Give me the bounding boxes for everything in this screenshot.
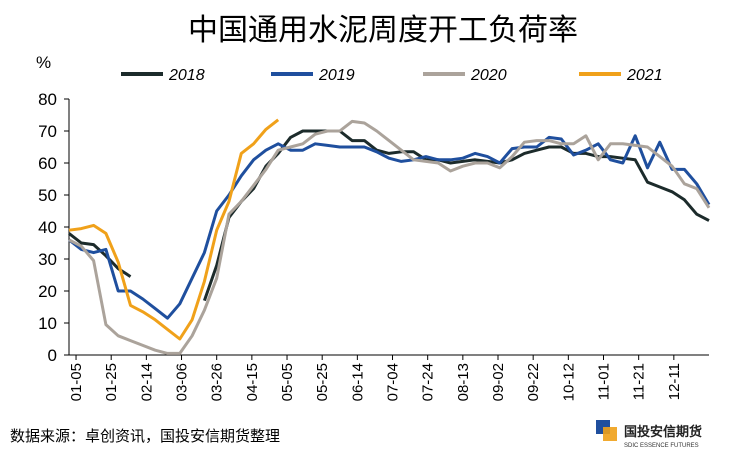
series-2020 — [68, 119, 711, 355]
x-tick-label: 05-25 — [314, 363, 331, 401]
y-tick-label: 0 — [48, 346, 57, 365]
x-tick-label: 09-02 — [490, 363, 507, 401]
legend-label-2021: 2021 — [626, 67, 663, 84]
x-tick-label: 01-25 — [103, 363, 120, 401]
series-2021 — [68, 118, 280, 341]
x-tick-label: 12-11 — [666, 363, 683, 400]
x-tick-label: 11-01 — [596, 363, 613, 400]
series-2019 — [68, 134, 711, 320]
x-tick-label: 07-04 — [385, 363, 402, 401]
x-tick-label: 11-21 — [631, 363, 648, 400]
y-axis: 0 10 20 30 40 50 60 70 80 — [38, 90, 70, 365]
logo: 国投安信期货 SDIC ESSENCE FUTURES — [596, 420, 702, 449]
y-tick-label: 80 — [38, 90, 57, 109]
series-line-2019 — [68, 134, 711, 320]
y-tick-label: 60 — [38, 154, 57, 173]
y-tick-label: 30 — [38, 250, 57, 269]
legend-label-2018: 2018 — [168, 67, 205, 84]
logo-mark-orange — [603, 427, 617, 441]
series-lines — [68, 118, 711, 355]
x-tick-label: 04-15 — [244, 363, 261, 401]
x-axis: 01-05 01-25 02-14 03-06 03-26 04-15 05-05 05-25… — [68, 354, 709, 401]
y-tick-label: 20 — [38, 282, 57, 301]
y-axis-unit: % — [36, 53, 51, 72]
x-tick-label: 03-06 — [174, 363, 191, 401]
y-tick-label: 10 — [38, 314, 57, 333]
x-tick-label: 10-12 — [560, 363, 577, 401]
series-line-2021 — [68, 118, 280, 341]
x-tick-label: 08-13 — [455, 363, 472, 401]
source-note: 数据来源：卓创资讯，国投安信期货整理 — [10, 427, 280, 445]
legend-label-2020: 2020 — [470, 67, 507, 84]
x-tick-label: 01-05 — [68, 363, 85, 401]
x-tick-label: 05-05 — [279, 363, 296, 401]
logo-name-cn: 国投安信期货 — [624, 424, 702, 440]
x-tick-label: 02-14 — [138, 363, 155, 401]
y-tick-label: 70 — [38, 122, 57, 141]
legend: 2018 2019 2020 2021 — [121, 67, 663, 84]
y-tick-label: 40 — [38, 218, 57, 237]
x-tick-label: 09-22 — [525, 363, 542, 401]
series-line-2018 — [202, 129, 710, 302]
series-line-2020 — [68, 119, 711, 355]
chart-title: 中国通用水泥周度开工负荷率 — [188, 13, 578, 48]
legend-label-2019: 2019 — [318, 67, 355, 84]
x-tick-label: 07-24 — [420, 363, 437, 401]
x-tick-label: 03-26 — [209, 363, 226, 401]
x-tick-label: 06-14 — [349, 363, 366, 401]
logo-name-en: SDIC ESSENCE FUTURES — [624, 443, 699, 449]
series-2018 — [68, 129, 710, 302]
y-tick-label: 50 — [38, 186, 57, 205]
